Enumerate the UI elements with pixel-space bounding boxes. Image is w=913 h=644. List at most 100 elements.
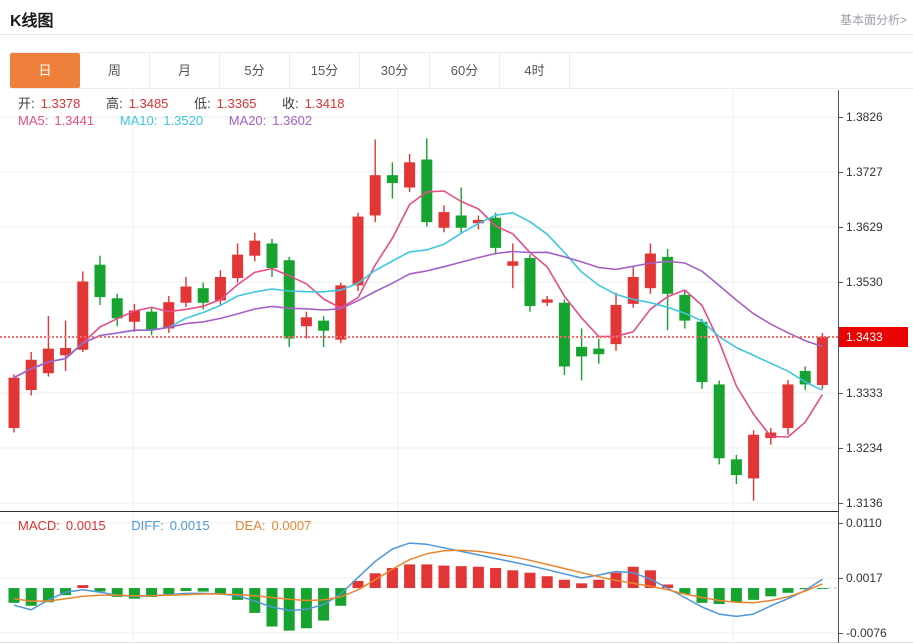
dea-value: 0.0007: [271, 518, 312, 533]
low-label: 低:: [194, 96, 211, 111]
price-tick-label: 1.3136: [846, 496, 883, 510]
candle-up: [627, 276, 639, 304]
ma20-label: MA20:: [228, 113, 267, 128]
low-value: 1.3365: [216, 96, 257, 111]
candle-down: [696, 321, 708, 383]
candle-up: [644, 253, 656, 289]
candle-down: [146, 311, 158, 330]
candlestick-plot-svg: [0, 90, 838, 511]
macd-bar-positive: [77, 585, 89, 589]
macd-chart[interactable]: [0, 513, 838, 643]
candle-up: [8, 377, 20, 429]
macd-tick-mark: [838, 633, 843, 634]
macd-bar-negative: [782, 588, 794, 593]
candle-up: [352, 216, 364, 286]
macd-bar-positive: [558, 579, 570, 589]
macd-bar-negative: [163, 588, 175, 594]
macd-bar-negative: [730, 588, 742, 603]
candle-down: [386, 175, 398, 184]
macd-bar-positive: [627, 566, 639, 589]
macd-bar-negative: [214, 588, 226, 594]
tab-5min[interactable]: 5分: [220, 53, 290, 88]
macd-tick-mark: [838, 523, 843, 524]
macd-bar-positive: [593, 579, 605, 589]
candle-down: [94, 264, 106, 298]
candle-up: [300, 317, 312, 327]
price-tick-label: 1.3333: [846, 386, 883, 400]
price-tick-mark: [838, 448, 843, 449]
macd-bar-negative: [283, 588, 295, 631]
tab-60min[interactable]: 60分: [430, 53, 500, 88]
macd-value: 0.0015: [65, 518, 106, 533]
candle-up: [507, 261, 519, 266]
price-tick-label: 1.3629: [846, 220, 883, 234]
macd-plot-svg: [0, 513, 838, 643]
price-tick-mark: [838, 503, 843, 504]
price-tick-mark: [838, 282, 843, 283]
candle-up: [128, 310, 140, 322]
tab-day[interactable]: 日: [10, 53, 80, 88]
candle-down: [679, 294, 691, 321]
candle-down: [266, 243, 278, 269]
candle-up: [42, 348, 54, 374]
macd-bar-positive: [352, 580, 364, 589]
macd-bar-positive: [386, 567, 398, 589]
candle-up: [541, 299, 553, 303]
tab-15min[interactable]: 15分: [290, 53, 360, 88]
dea-line: [13, 549, 823, 604]
ma20-line: [13, 250, 823, 379]
macd-bar-negative: [25, 588, 37, 606]
candle-up: [404, 162, 416, 188]
bottom-border: [0, 642, 913, 643]
price-tick-mark: [838, 227, 843, 228]
page-title: K线图: [10, 13, 54, 30]
close-value: 1.3418: [304, 96, 345, 111]
candle-up: [335, 285, 347, 340]
price-tick-label: 1.3727: [846, 165, 883, 179]
macd-bar-negative: [111, 588, 123, 597]
macd-bar-negative: [679, 588, 691, 594]
candle-down: [576, 346, 588, 357]
open-value: 1.3378: [40, 96, 81, 111]
ohlc-readout: 开: 1.3378 高: 1.3485 低: 1.3365 收: 1.3418: [18, 93, 366, 112]
macd-bar-negative: [94, 588, 106, 592]
candle-down: [490, 217, 502, 248]
ma-readout: MA5: 1.3441 MA10: 1.3520 MA20: 1.3602: [18, 113, 334, 128]
candle-down: [662, 256, 674, 294]
tab-month[interactable]: 月: [150, 53, 220, 88]
ma5-line: [13, 190, 824, 438]
fundamental-analysis-link[interactable]: 基本面分析>: [839, 13, 907, 27]
macd-bar-positive: [541, 576, 553, 589]
candle-up: [180, 286, 192, 303]
dea-label: DEA:: [235, 518, 266, 533]
candle-up: [438, 212, 450, 228]
price-tick-mark: [838, 172, 843, 173]
candle-down: [524, 257, 536, 307]
candlestick-chart[interactable]: [0, 90, 838, 511]
candle-down: [283, 260, 295, 339]
ma20-value: 1.3602: [272, 113, 313, 128]
macd-bar-positive: [576, 583, 588, 589]
candle-up: [782, 384, 794, 429]
price-tick-mark: [838, 117, 843, 118]
tab-week[interactable]: 周: [80, 53, 150, 88]
candle-up: [249, 240, 261, 256]
tab-4hour[interactable]: 4时: [500, 53, 570, 88]
macd-bar-positive: [662, 584, 674, 589]
macd-bar-positive: [490, 567, 502, 589]
tab-30min[interactable]: 30分: [360, 53, 430, 88]
diff-label: DIFF:: [131, 518, 164, 533]
macd-bar-negative: [748, 588, 760, 600]
price-tick-label: 1.3234: [846, 441, 883, 455]
candle-down: [730, 459, 742, 476]
candle-down: [111, 298, 123, 319]
ma5-value: 1.3441: [54, 113, 95, 128]
candle-down: [558, 302, 570, 367]
candle-up: [369, 175, 381, 216]
candle-up: [214, 276, 226, 301]
candle-up: [163, 302, 175, 329]
ma10-value: 1.3520: [163, 113, 204, 128]
macd-label: MACD:: [18, 518, 60, 533]
price-tick-mark: [838, 393, 843, 394]
